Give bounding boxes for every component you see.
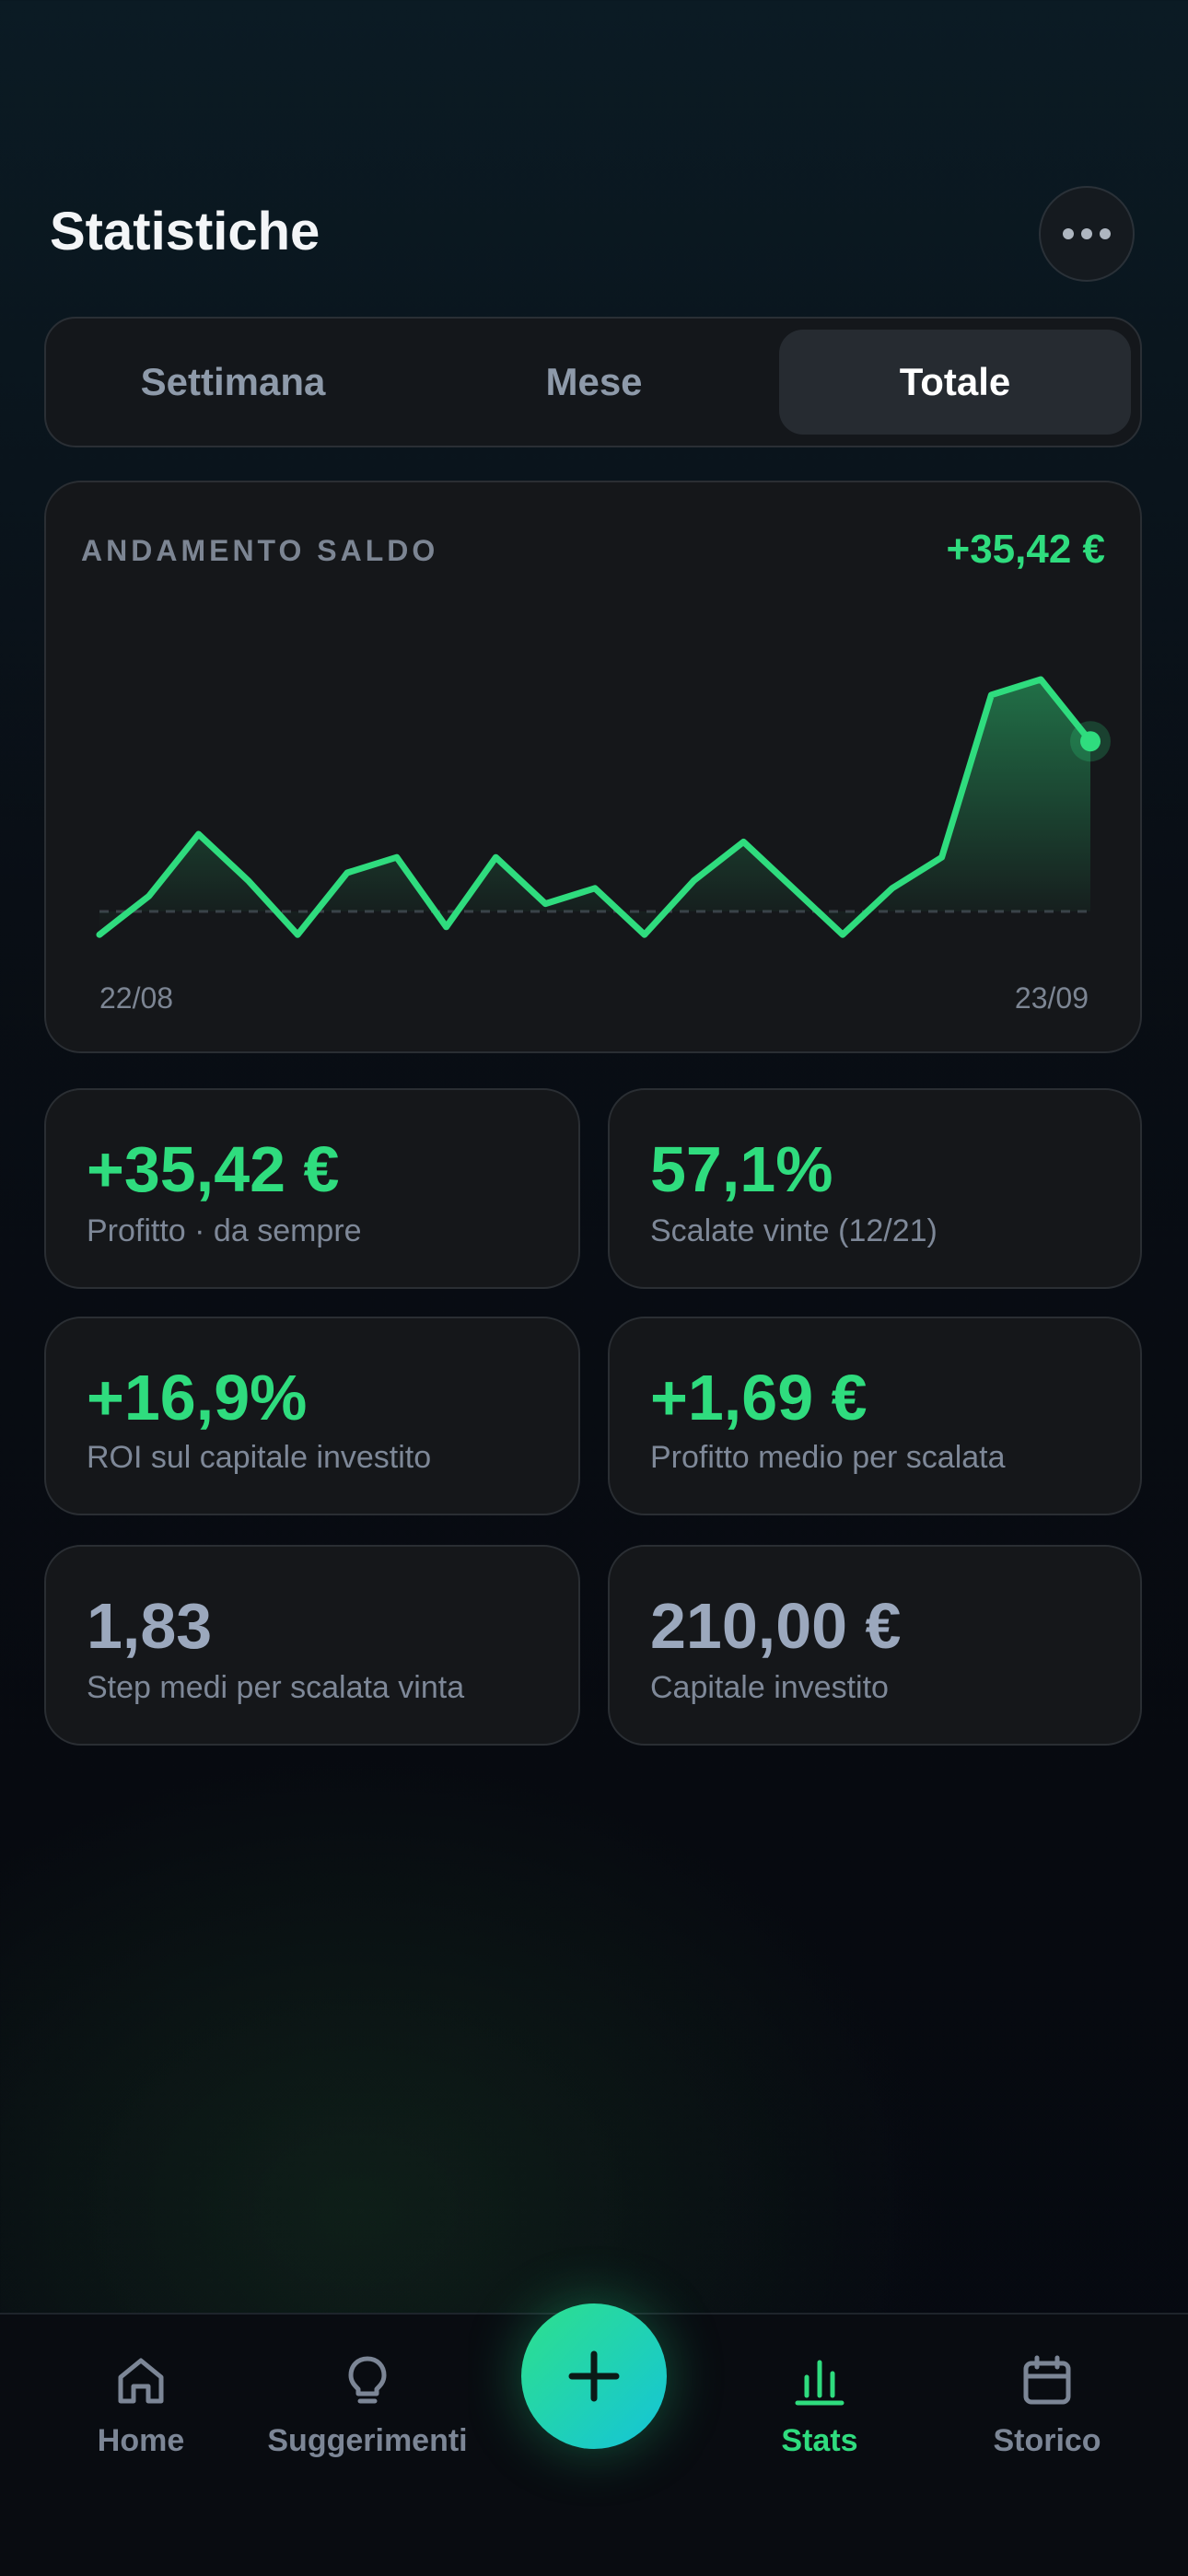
stat-value: +35,42 € [87, 1133, 340, 1205]
stat-label: ROI sul capitale investito [87, 1440, 432, 1475]
page-title: Statistiche [50, 202, 320, 261]
nav-label: Home [97, 2423, 185, 2458]
stat-label: Capitale investito [650, 1670, 889, 1705]
chart-series-line [96, 676, 1094, 938]
more-dot [1100, 228, 1111, 239]
nav-label: Suggerimenti [267, 2423, 468, 2458]
add-button[interactable] [521, 2303, 667, 2449]
nav-item-storico[interactable]: Storico [937, 2351, 1158, 2489]
balance-line-chart [96, 676, 1111, 938]
nav-item-home[interactable]: Home [30, 2351, 251, 2489]
stat-label: Scalate vinte (12/21) [650, 1213, 938, 1248]
stat-label: Step medi per scalata vinta [87, 1670, 465, 1705]
tab-mese[interactable]: Mese [545, 360, 643, 403]
stat-value: +16,9% [87, 1362, 308, 1433]
stat-value: 57,1% [650, 1133, 833, 1205]
lightbulb-icon [348, 2356, 387, 2404]
chart-delta: +35,42 € [946, 527, 1106, 572]
calendar-icon [1023, 2355, 1071, 2405]
stat-value: 210,00 € [650, 1590, 902, 1662]
chart-area-fill [99, 679, 1090, 935]
stat-card-profit: +35,42 € Profitto · da sempre [44, 1088, 580, 1289]
period-segmented-control: Settimana Mese Totale [44, 317, 1142, 447]
stat-value: 1,83 [87, 1590, 213, 1662]
stat-label: Profitto medio per scalata [650, 1440, 1006, 1475]
stat-card-win-rate: 57,1% Scalate vinte (12/21) [608, 1088, 1142, 1289]
nav-label: Storico [993, 2423, 1101, 2458]
x-axis-start-label: 22/08 [99, 981, 174, 1015]
more-horizontal-icon [1063, 228, 1074, 239]
home-icon [118, 2358, 164, 2404]
stat-value: +1,69 € [650, 1362, 868, 1433]
x-axis-end-label: 23/09 [1014, 981, 1089, 1015]
more-button[interactable] [1039, 186, 1135, 282]
bar-chart-icon [795, 2360, 844, 2406]
stat-label: Profitto · da sempre [87, 1213, 362, 1248]
stat-card-capital: 210,00 € Capitale investito [608, 1545, 1142, 1746]
stat-card-avg-profit: +1,69 € Profitto medio per scalata [608, 1317, 1142, 1515]
plus-icon [568, 2350, 620, 2402]
stat-card-roi: +16,9% ROI sul capitale investito [44, 1317, 580, 1515]
chart-title: ANDAMENTO SALDO [81, 534, 439, 567]
tab-settimana[interactable]: Settimana [140, 360, 326, 403]
nav-label: Stats [781, 2423, 858, 2458]
nav-item-stats[interactable]: Stats [709, 2351, 930, 2489]
nav-item-suggerimenti[interactable]: Suggerimenti [257, 2351, 478, 2489]
chart-point [1080, 731, 1101, 752]
balance-chart-card: ANDAMENTO SALDO +35,42 € 22/08 23/09 [44, 481, 1142, 1053]
tab-totale[interactable]: Totale [779, 330, 1131, 435]
stat-card-avg-steps: 1,83 Step medi per scalata vinta [44, 1545, 580, 1746]
more-dot [1081, 228, 1092, 239]
